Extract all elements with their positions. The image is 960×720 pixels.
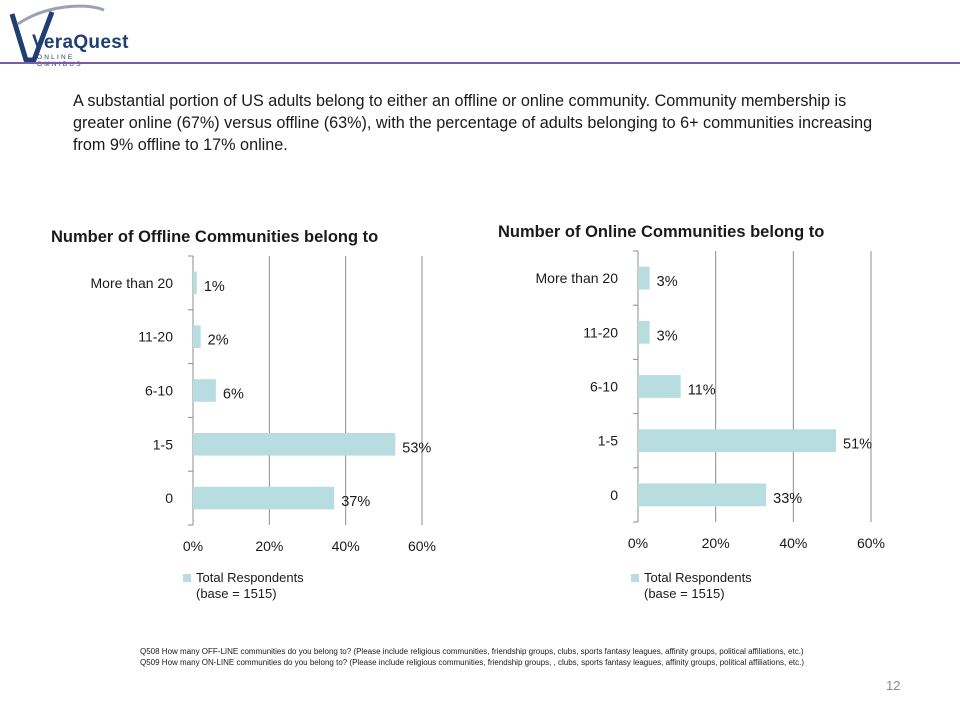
category-label: 1-5 (598, 433, 618, 449)
offline-chart-title: Number of Offline Communities belong to (51, 228, 379, 246)
footnote-q509: Q509 How many ON-LINE communities do you… (140, 658, 805, 667)
bar (193, 433, 396, 456)
category-label: More than 20 (536, 270, 619, 286)
x-tick-label: 60% (408, 538, 436, 554)
logo-tagline: ONLINE OMNIBUS (37, 54, 83, 68)
x-tick-label: 20% (255, 538, 283, 554)
bar (638, 429, 837, 453)
category-label: 1-5 (153, 436, 173, 452)
online-chart-title: Number of Online Communities belong to (498, 223, 825, 241)
data-label: 33% (773, 491, 802, 507)
category-label: 0 (610, 487, 618, 503)
legend-swatch (631, 574, 639, 582)
data-label: 51% (843, 437, 872, 453)
bar (193, 486, 335, 510)
header-divider (0, 62, 960, 64)
x-tick-label: 0% (628, 535, 648, 551)
legend-label-line2: (base = 1515) (644, 586, 725, 601)
x-tick-label: 20% (702, 535, 730, 551)
data-label: 1% (204, 279, 225, 295)
category-label: 6-10 (145, 383, 173, 399)
x-tick-label: 0% (183, 538, 203, 554)
question-footnote: Q508 How many OFF-LINE communities do yo… (140, 646, 810, 668)
bar (193, 379, 216, 402)
data-label: 37% (341, 494, 370, 510)
legend-label-line1: Total Respondents (644, 570, 752, 585)
data-label: 2% (208, 333, 229, 349)
legend-label-line1: Total Respondents (196, 570, 304, 585)
veraquest-logo: VeraQuest ONLINE OMNIBUS (4, 2, 128, 68)
footnote-q508: Q508 How many OFF-LINE communities do yo… (140, 647, 804, 656)
legend-label-line2: (base = 1515) (196, 586, 277, 601)
data-label: 6% (223, 387, 244, 403)
bar (638, 320, 650, 344)
data-label: 53% (402, 440, 431, 456)
x-tick-label: 40% (332, 538, 360, 554)
category-label: 0 (165, 490, 173, 506)
logo-swoosh-icon (9, 4, 105, 63)
data-label: 11% (688, 383, 716, 399)
bar (638, 266, 650, 290)
online-chart-legend: Total Respondents (base = 1515) (631, 570, 804, 602)
bar (638, 483, 767, 507)
x-tick-label: 60% (857, 535, 885, 551)
category-label: More than 20 (91, 275, 174, 291)
intro-paragraph: A substantial portion of US adults belon… (73, 92, 873, 154)
category-label: 11-20 (583, 324, 618, 340)
logo-wordmark: VeraQuest (32, 32, 129, 53)
data-label: 3% (657, 274, 678, 290)
x-tick-label: 40% (779, 535, 807, 551)
bar (638, 375, 681, 398)
data-label: 3% (657, 328, 678, 344)
category-label: 6-10 (590, 379, 618, 395)
bar (193, 271, 197, 295)
page-number: 12 (886, 678, 901, 693)
offline-chart-legend: Total Respondents (base = 1515) (183, 570, 356, 602)
bar (193, 325, 201, 348)
legend-swatch (183, 574, 191, 582)
category-label: 11-20 (138, 329, 173, 345)
